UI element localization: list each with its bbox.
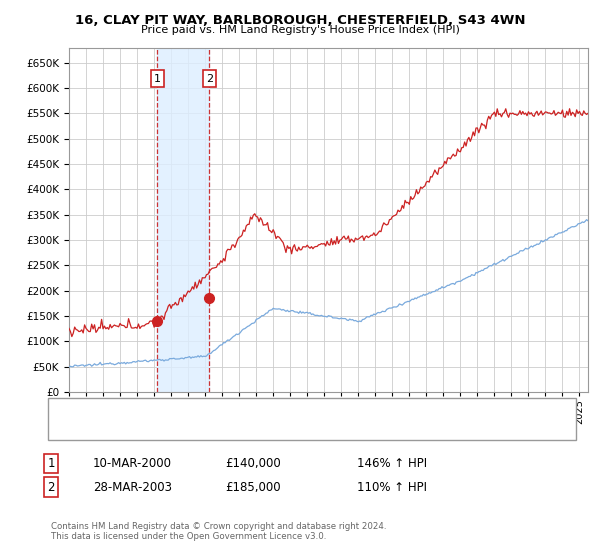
Text: £140,000: £140,000 bbox=[225, 457, 281, 470]
Text: Price paid vs. HM Land Registry's House Price Index (HPI): Price paid vs. HM Land Registry's House … bbox=[140, 25, 460, 35]
Text: 2: 2 bbox=[206, 73, 213, 83]
Text: 28-MAR-2003: 28-MAR-2003 bbox=[93, 480, 172, 494]
Text: £185,000: £185,000 bbox=[225, 480, 281, 494]
Text: Contains HM Land Registry data © Crown copyright and database right 2024.
This d: Contains HM Land Registry data © Crown c… bbox=[51, 522, 386, 542]
Text: HPI: Average price, detached house, Bolsover: HPI: Average price, detached house, Bols… bbox=[93, 423, 331, 433]
Text: 110% ↑ HPI: 110% ↑ HPI bbox=[357, 480, 427, 494]
Text: 2: 2 bbox=[47, 480, 55, 494]
Text: 16, CLAY PIT WAY, BARLBOROUGH, CHESTERFIELD, S43 4WN (detached house): 16, CLAY PIT WAY, BARLBOROUGH, CHESTERFI… bbox=[93, 404, 504, 414]
Text: 1: 1 bbox=[47, 457, 55, 470]
Text: 1: 1 bbox=[154, 73, 161, 83]
Text: 146% ↑ HPI: 146% ↑ HPI bbox=[357, 457, 427, 470]
Text: 10-MAR-2000: 10-MAR-2000 bbox=[93, 457, 172, 470]
Text: 16, CLAY PIT WAY, BARLBOROUGH, CHESTERFIELD, S43 4WN: 16, CLAY PIT WAY, BARLBOROUGH, CHESTERFI… bbox=[75, 14, 525, 27]
Bar bbox=[157, 48, 209, 392]
